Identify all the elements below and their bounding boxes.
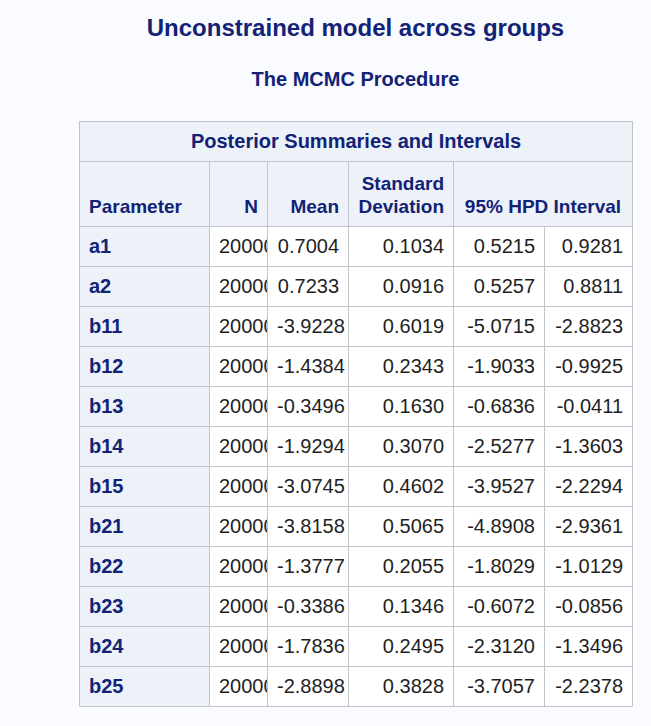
hpd-lower-cell: -5.0715	[454, 307, 545, 347]
hpd-upper-cell: -0.0411	[545, 387, 633, 427]
parameter-cell: b21	[80, 507, 210, 547]
table-caption: Posterior Summaries and Intervals	[80, 122, 633, 162]
column-header-parameter: Parameter	[80, 162, 210, 227]
parameter-cell: b14	[80, 427, 210, 467]
n-cell: 20000	[210, 547, 268, 587]
hpd-upper-cell: -1.0129	[545, 547, 633, 587]
n-cell: 20000	[210, 427, 268, 467]
table-row: b12 20000 -1.4384 0.2343 -1.9033 -0.9925	[80, 347, 633, 387]
sd-cell: 0.5065	[349, 507, 454, 547]
mean-cell: -3.9228	[268, 307, 349, 347]
mean-cell: -2.8898	[268, 667, 349, 707]
mean-cell: -3.8158	[268, 507, 349, 547]
mean-cell: 0.7233	[268, 267, 349, 307]
table-row: b24 20000 -1.7836 0.2495 -2.3120 -1.3496	[80, 627, 633, 667]
parameter-cell: b15	[80, 467, 210, 507]
hpd-lower-cell: -1.9033	[454, 347, 545, 387]
n-cell: 20000	[210, 307, 268, 347]
hpd-lower-cell: -3.7057	[454, 667, 545, 707]
sd-cell: 0.2495	[349, 627, 454, 667]
procedure-title: The MCMC Procedure	[79, 68, 632, 91]
hpd-lower-cell: -1.8029	[454, 547, 545, 587]
column-header-n: N	[210, 162, 268, 227]
posterior-summaries-table: Posterior Summaries and Intervals Parame…	[79, 121, 633, 707]
mean-cell: -1.3777	[268, 547, 349, 587]
parameter-cell: b11	[80, 307, 210, 347]
mean-cell: -1.7836	[268, 627, 349, 667]
sd-cell: 0.1034	[349, 227, 454, 267]
column-header-std-dev: Standard Deviation	[349, 162, 454, 227]
table-row: b13 20000 -0.3496 0.1630 -0.6836 -0.0411	[80, 387, 633, 427]
table-row: b25 20000 -2.8898 0.3828 -3.7057 -2.2378	[80, 667, 633, 707]
sd-cell: 0.3828	[349, 667, 454, 707]
hpd-upper-cell: -1.3496	[545, 627, 633, 667]
mean-cell: -1.9294	[268, 427, 349, 467]
parameter-cell: b23	[80, 587, 210, 627]
table-row: b22 20000 -1.3777 0.2055 -1.8029 -1.0129	[80, 547, 633, 587]
hpd-upper-cell: -0.0856	[545, 587, 633, 627]
results-page: Unconstrained model across groups The MC…	[79, 14, 632, 707]
hpd-upper-cell: 0.9281	[545, 227, 633, 267]
hpd-lower-cell: -2.3120	[454, 627, 545, 667]
hpd-upper-cell: -0.9925	[545, 347, 633, 387]
hpd-upper-cell: -2.2378	[545, 667, 633, 707]
hpd-upper-cell: -2.8823	[545, 307, 633, 347]
sd-cell: 0.6019	[349, 307, 454, 347]
hpd-lower-cell: 0.5215	[454, 227, 545, 267]
n-cell: 20000	[210, 267, 268, 307]
parameter-cell: b12	[80, 347, 210, 387]
parameter-cell: b24	[80, 627, 210, 667]
n-cell: 20000	[210, 227, 268, 267]
hpd-lower-cell: -3.9527	[454, 467, 545, 507]
column-header-mean: Mean	[268, 162, 349, 227]
parameter-cell: b22	[80, 547, 210, 587]
n-cell: 20000	[210, 387, 268, 427]
hpd-upper-cell: -2.2294	[545, 467, 633, 507]
hpd-lower-cell: -2.5277	[454, 427, 545, 467]
table-row: a1 20000 0.7004 0.1034 0.5215 0.9281	[80, 227, 633, 267]
hpd-lower-cell: -0.6072	[454, 587, 545, 627]
parameter-cell: b25	[80, 667, 210, 707]
hpd-lower-cell: 0.5257	[454, 267, 545, 307]
mean-cell: -0.3496	[268, 387, 349, 427]
sd-cell: 0.2055	[349, 547, 454, 587]
sd-cell: 0.1346	[349, 587, 454, 627]
table-caption-row: Posterior Summaries and Intervals	[80, 122, 633, 162]
hpd-lower-cell: -0.6836	[454, 387, 545, 427]
mean-cell: -0.3386	[268, 587, 349, 627]
sd-cell: 0.0916	[349, 267, 454, 307]
sd-cell: 0.4602	[349, 467, 454, 507]
parameter-cell: a2	[80, 267, 210, 307]
hpd-upper-cell: 0.8811	[545, 267, 633, 307]
parameter-cell: b13	[80, 387, 210, 427]
sd-cell: 0.1630	[349, 387, 454, 427]
column-header-row: Parameter N Mean Standard Deviation 95% …	[80, 162, 633, 227]
table-body: a1 20000 0.7004 0.1034 0.5215 0.9281 a2 …	[80, 227, 633, 707]
table-row: b21 20000 -3.8158 0.5065 -4.8908 -2.9361	[80, 507, 633, 547]
sd-cell: 0.2343	[349, 347, 454, 387]
n-cell: 20000	[210, 467, 268, 507]
table-row: b11 20000 -3.9228 0.6019 -5.0715 -2.8823	[80, 307, 633, 347]
n-cell: 20000	[210, 507, 268, 547]
table-row: a2 20000 0.7233 0.0916 0.5257 0.8811	[80, 267, 633, 307]
n-cell: 20000	[210, 347, 268, 387]
table-row: b23 20000 -0.3386 0.1346 -0.6072 -0.0856	[80, 587, 633, 627]
table-row: b15 20000 -3.0745 0.4602 -3.9527 -2.2294	[80, 467, 633, 507]
hpd-upper-cell: -1.3603	[545, 427, 633, 467]
page-title: Unconstrained model across groups	[79, 14, 632, 42]
mean-cell: -1.4384	[268, 347, 349, 387]
mean-cell: -3.0745	[268, 467, 349, 507]
table-row: b14 20000 -1.9294 0.3070 -2.5277 -1.3603	[80, 427, 633, 467]
n-cell: 20000	[210, 627, 268, 667]
n-cell: 20000	[210, 587, 268, 627]
n-cell: 20000	[210, 667, 268, 707]
hpd-upper-cell: -2.9361	[545, 507, 633, 547]
mean-cell: 0.7004	[268, 227, 349, 267]
parameter-cell: a1	[80, 227, 210, 267]
hpd-lower-cell: -4.8908	[454, 507, 545, 547]
sd-cell: 0.3070	[349, 427, 454, 467]
column-header-hpd-interval: 95% HPD Interval	[454, 162, 633, 227]
